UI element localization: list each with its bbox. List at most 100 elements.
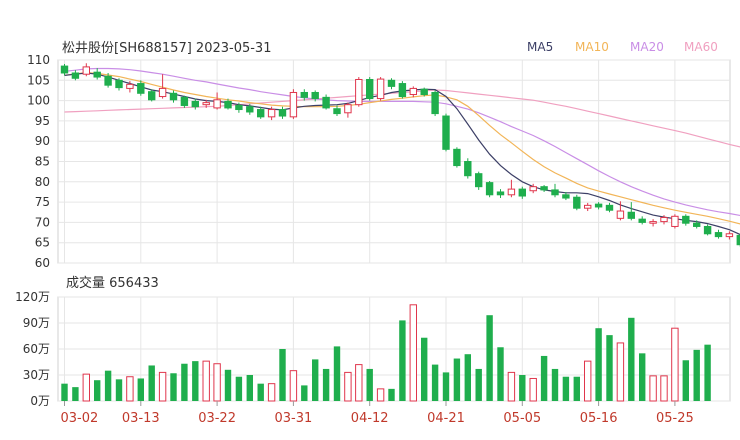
candle (333, 105, 341, 117)
price-grid (57, 59, 731, 264)
candle (485, 180, 494, 198)
volume-bar (606, 335, 613, 401)
candle-body (431, 91, 439, 115)
candle (115, 78, 123, 91)
volume-bar (279, 349, 286, 401)
legend-ma60: MA60 (684, 40, 718, 54)
candle (714, 229, 723, 239)
price-tick-label: 85 (35, 155, 50, 169)
candle (431, 90, 439, 117)
candle-body (693, 222, 701, 227)
candle-body (682, 215, 690, 224)
x-tick-label: 03-13 (122, 411, 160, 426)
volume-bar (529, 377, 537, 402)
volume-bar (257, 383, 264, 401)
candle-body (93, 71, 101, 78)
chart-title: 松井股份[SH688157] 2023-05-31 (62, 41, 271, 56)
candle (93, 68, 101, 80)
volume-tick-label: 120万 (15, 290, 50, 304)
candle-body (573, 196, 581, 209)
volume-bar (126, 376, 134, 402)
candle (224, 98, 232, 110)
volume-tick-label: 90万 (23, 316, 50, 330)
candle (562, 191, 570, 201)
candle-body (202, 102, 210, 106)
volume-bar (289, 370, 298, 402)
candle (344, 102, 352, 118)
volume-bar (170, 373, 177, 401)
candle-body (158, 87, 167, 98)
candle (638, 216, 646, 225)
volume-bar (399, 320, 406, 401)
volume-bar (376, 388, 385, 402)
candle-body (235, 104, 243, 111)
candle (605, 202, 614, 213)
candle-body (605, 204, 614, 211)
candle (202, 99, 210, 108)
volume-bar (431, 364, 439, 401)
volume-bar (464, 354, 471, 401)
price-tick-label: 110 (27, 53, 50, 67)
price-tick-label: 70 (35, 215, 50, 229)
candle-body (387, 79, 396, 87)
volume-bar (704, 344, 711, 401)
candle-body (714, 232, 723, 238)
candle (387, 78, 396, 90)
volume-tick-label: 30万 (23, 368, 50, 382)
candle-body (322, 96, 330, 109)
candle-body (267, 109, 276, 118)
candle (148, 89, 156, 102)
volume-bar (388, 388, 395, 401)
candle (246, 103, 254, 115)
candle-body (148, 91, 156, 101)
candle (235, 102, 243, 113)
candle (409, 86, 418, 98)
candle-body (376, 78, 385, 100)
candle (442, 113, 450, 152)
candle (191, 98, 200, 110)
candle-body (366, 78, 374, 100)
candle (420, 87, 428, 97)
volume-bars (61, 304, 711, 402)
volume-bar (235, 376, 243, 401)
volume-bar (519, 375, 526, 401)
volume-tick-label: 60万 (23, 342, 50, 356)
candlesticks (60, 63, 740, 247)
candle (671, 214, 679, 229)
volume-bar (224, 369, 232, 401)
candle (322, 94, 330, 110)
candle (398, 81, 407, 99)
candle-body (496, 191, 505, 196)
candle-body (409, 87, 418, 96)
candle-body (169, 92, 178, 101)
candle-body (60, 65, 69, 74)
volume-bar (551, 368, 559, 401)
candle (703, 224, 712, 236)
volume-bar (115, 379, 123, 401)
volume-bar (616, 342, 625, 402)
candle-body (442, 115, 450, 150)
price-tick-label: 90 (35, 134, 50, 148)
candle-body (213, 99, 221, 109)
candle-body (180, 96, 189, 106)
candle (60, 64, 69, 76)
candle-body (224, 100, 232, 109)
candle (180, 95, 189, 108)
candle (725, 231, 734, 240)
candle (551, 183, 559, 198)
candle (682, 214, 690, 226)
candle-body (627, 211, 635, 219)
volume-bar (333, 346, 341, 401)
candle-body (246, 106, 254, 113)
volume-bar (246, 375, 253, 401)
candle-body (257, 109, 265, 118)
volume-bar (344, 371, 352, 402)
price-tick-label: 60 (35, 256, 50, 270)
volume-bar (312, 359, 319, 401)
candle-body (594, 203, 603, 208)
candle-body (507, 188, 516, 196)
candle (126, 81, 134, 93)
candle-body (551, 189, 559, 196)
candle-body (671, 215, 679, 227)
